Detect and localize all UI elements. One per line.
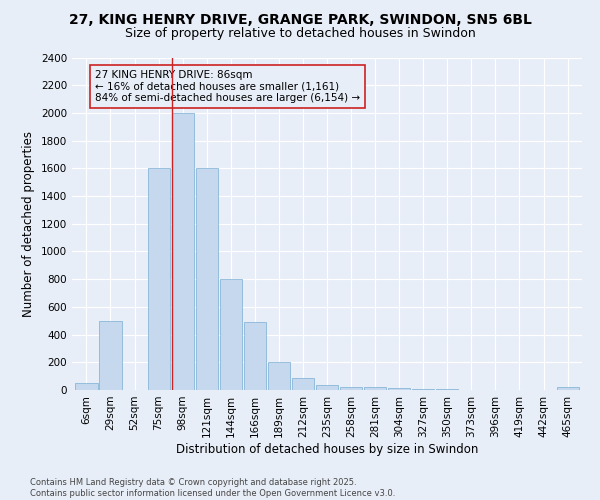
Bar	[364, 387, 386, 390]
Bar	[196, 168, 218, 390]
Bar	[292, 378, 314, 390]
Bar	[412, 389, 434, 390]
Bar	[220, 279, 242, 390]
Bar	[388, 388, 410, 390]
Bar	[244, 322, 266, 390]
Bar	[316, 385, 338, 390]
Text: 27 KING HENRY DRIVE: 86sqm
← 16% of detached houses are smaller (1,161)
84% of s: 27 KING HENRY DRIVE: 86sqm ← 16% of deta…	[95, 70, 360, 103]
Text: Contains HM Land Registry data © Crown copyright and database right 2025.
Contai: Contains HM Land Registry data © Crown c…	[30, 478, 395, 498]
Bar	[557, 387, 578, 390]
Bar	[340, 386, 362, 390]
Bar	[148, 168, 170, 390]
Bar	[172, 113, 194, 390]
Text: 27, KING HENRY DRIVE, GRANGE PARK, SWINDON, SN5 6BL: 27, KING HENRY DRIVE, GRANGE PARK, SWIND…	[68, 12, 532, 26]
Text: Size of property relative to detached houses in Swindon: Size of property relative to detached ho…	[125, 28, 475, 40]
Bar	[268, 362, 290, 390]
X-axis label: Distribution of detached houses by size in Swindon: Distribution of detached houses by size …	[176, 442, 478, 456]
Y-axis label: Number of detached properties: Number of detached properties	[22, 130, 35, 317]
Bar	[100, 320, 122, 390]
Bar	[76, 383, 98, 390]
